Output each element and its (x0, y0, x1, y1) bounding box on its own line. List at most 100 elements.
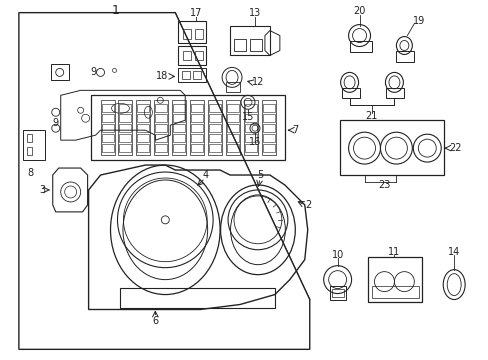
Bar (249, 39, 262, 50)
Bar (118, 100, 132, 155)
Text: 19: 19 (412, 15, 425, 26)
Bar (191, 114, 203, 122)
Bar (191, 134, 203, 142)
Text: 14: 14 (447, 247, 459, 257)
Text: 21: 21 (365, 111, 377, 121)
Bar (137, 124, 149, 132)
Bar (244, 144, 256, 152)
Bar (195, 50, 203, 60)
Text: 11: 11 (387, 247, 400, 257)
Bar (263, 114, 274, 122)
Bar (225, 100, 240, 155)
Bar (195, 28, 203, 39)
Text: 12: 12 (251, 77, 264, 87)
Bar (183, 28, 191, 39)
Bar (263, 134, 274, 142)
Text: 22: 22 (448, 143, 461, 153)
Bar (137, 134, 149, 142)
Bar (27, 147, 32, 155)
Bar (178, 68, 206, 82)
Bar (102, 144, 113, 152)
Text: 23: 23 (378, 180, 390, 190)
Bar (173, 144, 185, 152)
Bar (119, 114, 131, 122)
Bar (137, 144, 149, 152)
Bar (329, 285, 345, 300)
Text: 15: 15 (241, 112, 254, 122)
Bar (339, 120, 443, 175)
Bar (173, 104, 185, 112)
Bar (209, 144, 221, 152)
Text: 8: 8 (28, 168, 34, 178)
Bar (119, 124, 131, 132)
Bar (244, 124, 256, 132)
Bar (155, 124, 167, 132)
Bar (244, 114, 256, 122)
Text: 7: 7 (291, 125, 298, 135)
Bar (102, 134, 113, 142)
Bar (226, 104, 239, 112)
Bar (137, 114, 149, 122)
Bar (349, 41, 371, 53)
Bar (172, 100, 186, 155)
Bar (183, 50, 191, 60)
Bar (119, 104, 131, 112)
Text: 3: 3 (40, 185, 46, 195)
Bar (155, 114, 167, 122)
Bar (155, 144, 167, 152)
Bar (341, 88, 359, 98)
Bar (193, 71, 201, 80)
Bar (191, 104, 203, 112)
Text: 1: 1 (111, 4, 119, 17)
Bar (173, 134, 185, 142)
Text: 10: 10 (331, 250, 343, 260)
Bar (173, 114, 185, 122)
Bar (331, 289, 343, 297)
Text: 16: 16 (248, 137, 261, 147)
Bar (191, 124, 203, 132)
Text: 5: 5 (256, 170, 263, 180)
Bar (226, 124, 239, 132)
Bar (226, 114, 239, 122)
Bar (101, 100, 114, 155)
Bar (119, 144, 131, 152)
Bar (263, 104, 274, 112)
Text: 9: 9 (90, 67, 97, 77)
Bar (155, 134, 167, 142)
Bar (263, 124, 274, 132)
Bar (226, 134, 239, 142)
Bar (173, 124, 185, 132)
Text: 18: 18 (156, 71, 168, 81)
Bar (229, 26, 269, 55)
Bar (209, 124, 221, 132)
Bar (191, 144, 203, 152)
Text: 4: 4 (202, 170, 208, 180)
Text: 20: 20 (353, 6, 365, 15)
Bar (263, 144, 274, 152)
Bar (178, 45, 206, 66)
Bar (119, 134, 131, 142)
Bar (120, 288, 274, 307)
Text: 2: 2 (304, 200, 310, 210)
Bar (244, 134, 256, 142)
Bar (190, 100, 203, 155)
Text: 6: 6 (152, 316, 158, 327)
Bar (367, 257, 422, 302)
Bar (154, 100, 168, 155)
Text: 13: 13 (248, 8, 261, 18)
Bar (371, 285, 419, 298)
Bar (209, 134, 221, 142)
Bar (137, 104, 149, 112)
Bar (136, 100, 150, 155)
Bar (27, 134, 32, 142)
Bar (209, 114, 221, 122)
Bar (102, 114, 113, 122)
Bar (244, 100, 258, 155)
Bar (244, 104, 256, 112)
Bar (102, 104, 113, 112)
Bar (23, 130, 45, 160)
Bar (209, 104, 221, 112)
Bar (226, 144, 239, 152)
Bar (182, 71, 190, 80)
Polygon shape (19, 13, 309, 349)
